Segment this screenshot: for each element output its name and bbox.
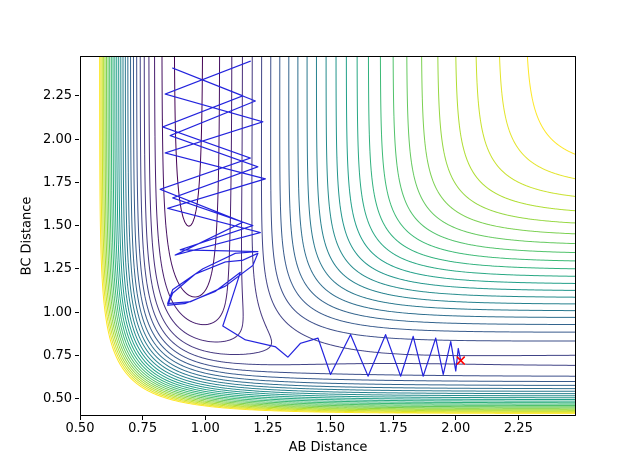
y-tick-mark	[75, 181, 79, 183]
x-tick-mark	[204, 416, 206, 420]
y-tick-label: 2.00	[43, 131, 72, 147]
y-tick-label: 1.25	[43, 261, 72, 277]
x-tick-mark	[330, 416, 331, 420]
y-tick-label: 2.25	[43, 88, 72, 104]
x-tick-label: 0.50	[65, 421, 95, 436]
y-axis-label: BC Distance	[19, 196, 35, 276]
y-tick-mark	[75, 95, 79, 97]
x-tick-label: 2.25	[503, 421, 533, 436]
x-tick-label: 2.00	[441, 421, 471, 436]
x-axis-label: AB Distance	[288, 440, 368, 455]
x-tick-mark	[142, 416, 144, 420]
x-tick-mark	[455, 416, 457, 420]
y-tick-mark	[75, 398, 79, 400]
y-tick-label: 0.50	[43, 391, 72, 407]
x-tick-label: 1.75	[378, 421, 408, 436]
y-tick-mark	[75, 138, 79, 140]
x-tick-label: 0.75	[128, 421, 158, 436]
x-tick-mark	[517, 416, 519, 420]
y-tick-mark	[75, 225, 79, 227]
y-tick-mark	[75, 354, 79, 356]
x-tick-mark	[392, 416, 394, 420]
y-tick-label: 1.75	[43, 174, 72, 190]
y-tick-mark	[75, 268, 79, 270]
x-tick-label: 1.25	[253, 421, 283, 436]
y-tick-mark	[75, 311, 79, 313]
x-tick-label: 1.50	[316, 421, 345, 436]
y-tick-label: 1.00	[43, 304, 72, 320]
y-tick-label: 1.50	[43, 218, 72, 234]
x-tick-mark	[267, 416, 269, 420]
x-tick-label: 1.00	[190, 421, 220, 436]
contour-plot-canvas	[80, 56, 576, 416]
x-tick-mark	[79, 416, 81, 420]
axes	[80, 56, 576, 416]
y-tick-label: 0.75	[43, 347, 72, 363]
